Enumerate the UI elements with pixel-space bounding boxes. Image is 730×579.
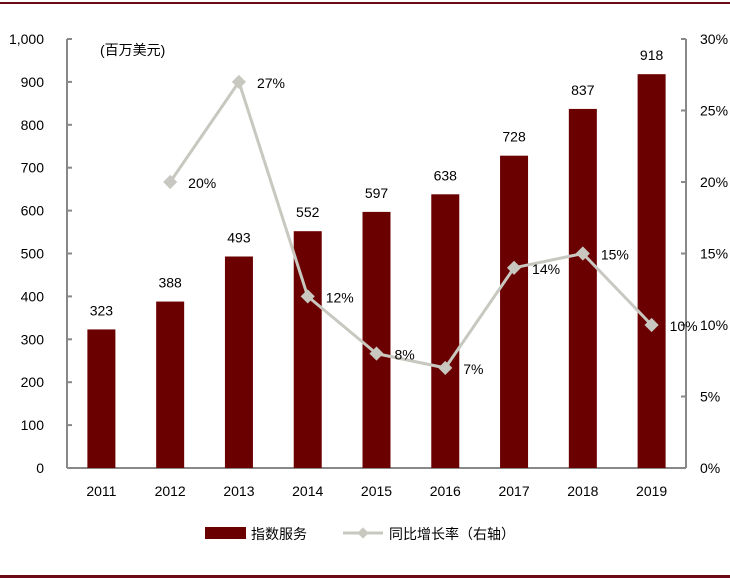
bar: [362, 211, 391, 468]
growth-point: [369, 346, 384, 361]
bar: [637, 74, 666, 468]
x-tick-label: 2018: [567, 483, 598, 499]
bar: [568, 108, 597, 468]
bar-label: 388: [158, 275, 182, 291]
left-tick-label: 300: [21, 331, 45, 347]
growth-label: 27%: [257, 75, 285, 91]
unit-label: (百万美元): [100, 42, 165, 58]
bar-label: 493: [227, 230, 251, 246]
top-rule: [0, 2, 730, 4]
left-tick-label: 400: [21, 288, 45, 304]
legend-line-label: 同比增长率（右轴）: [389, 526, 515, 542]
growth-label: 12%: [326, 289, 354, 305]
x-tick-label: 2016: [430, 483, 461, 499]
bar: [224, 256, 253, 468]
legend-line-marker: [357, 527, 369, 539]
growth-label: 14%: [532, 261, 560, 277]
growth-label: 8%: [395, 347, 415, 363]
bar-label: 918: [640, 47, 664, 63]
right-tick-label: 20%: [700, 174, 728, 190]
x-tick-label: 2013: [223, 483, 254, 499]
x-tick-label: 2011: [86, 483, 116, 499]
growth-label: 10%: [670, 318, 698, 334]
left-tick-label: 600: [21, 203, 45, 219]
x-tick-label: 2019: [636, 483, 667, 499]
bar: [87, 329, 116, 468]
left-tick-label: 900: [21, 74, 45, 90]
x-tick-label: 2012: [155, 483, 186, 499]
x-tick-label: 2017: [498, 483, 529, 499]
bar-label: 552: [296, 204, 320, 220]
right-tick-label: 0%: [700, 460, 720, 476]
left-tick-label: 500: [21, 246, 45, 262]
right-tick-label: 15%: [700, 246, 728, 262]
growth-point: [644, 317, 659, 333]
growth-point: [163, 174, 178, 190]
growth-line: [168, 78, 653, 370]
bar: [431, 194, 460, 468]
bar-label: 837: [571, 82, 595, 98]
bottom-rule: [0, 575, 730, 578]
left-tick-label: 800: [21, 117, 45, 133]
growth-point: [575, 246, 590, 261]
legend-bar-label: 指数服务: [251, 526, 307, 542]
growth-label: 15%: [601, 247, 629, 263]
left-tick-label: 0: [36, 460, 44, 476]
bar-label: 597: [365, 185, 389, 201]
left-tick-label: 700: [21, 160, 45, 176]
x-tick-label: 2015: [361, 483, 392, 499]
left-tick-label: 1,000: [9, 31, 44, 47]
bar: [500, 155, 529, 469]
right-tick-label: 10%: [700, 317, 728, 333]
right-tick-label: 30%: [700, 31, 728, 47]
growth-point: [438, 360, 453, 375]
bar-label: 728: [502, 129, 526, 145]
growth-label: 7%: [463, 361, 483, 377]
bar-label: 638: [434, 167, 458, 183]
left-tick-label: 200: [21, 374, 45, 390]
left-tick-label: 100: [21, 417, 45, 433]
legend-bar-swatch: [205, 527, 246, 539]
growth-point: [300, 289, 315, 304]
right-tick-label: 25%: [700, 103, 728, 119]
growth-point: [506, 260, 522, 275]
right-tick-label: 5%: [700, 389, 720, 405]
growth-label: 20%: [188, 175, 216, 191]
bar: [156, 301, 185, 468]
x-tick-label: 2014: [292, 483, 323, 499]
bar-label: 323: [90, 302, 114, 318]
